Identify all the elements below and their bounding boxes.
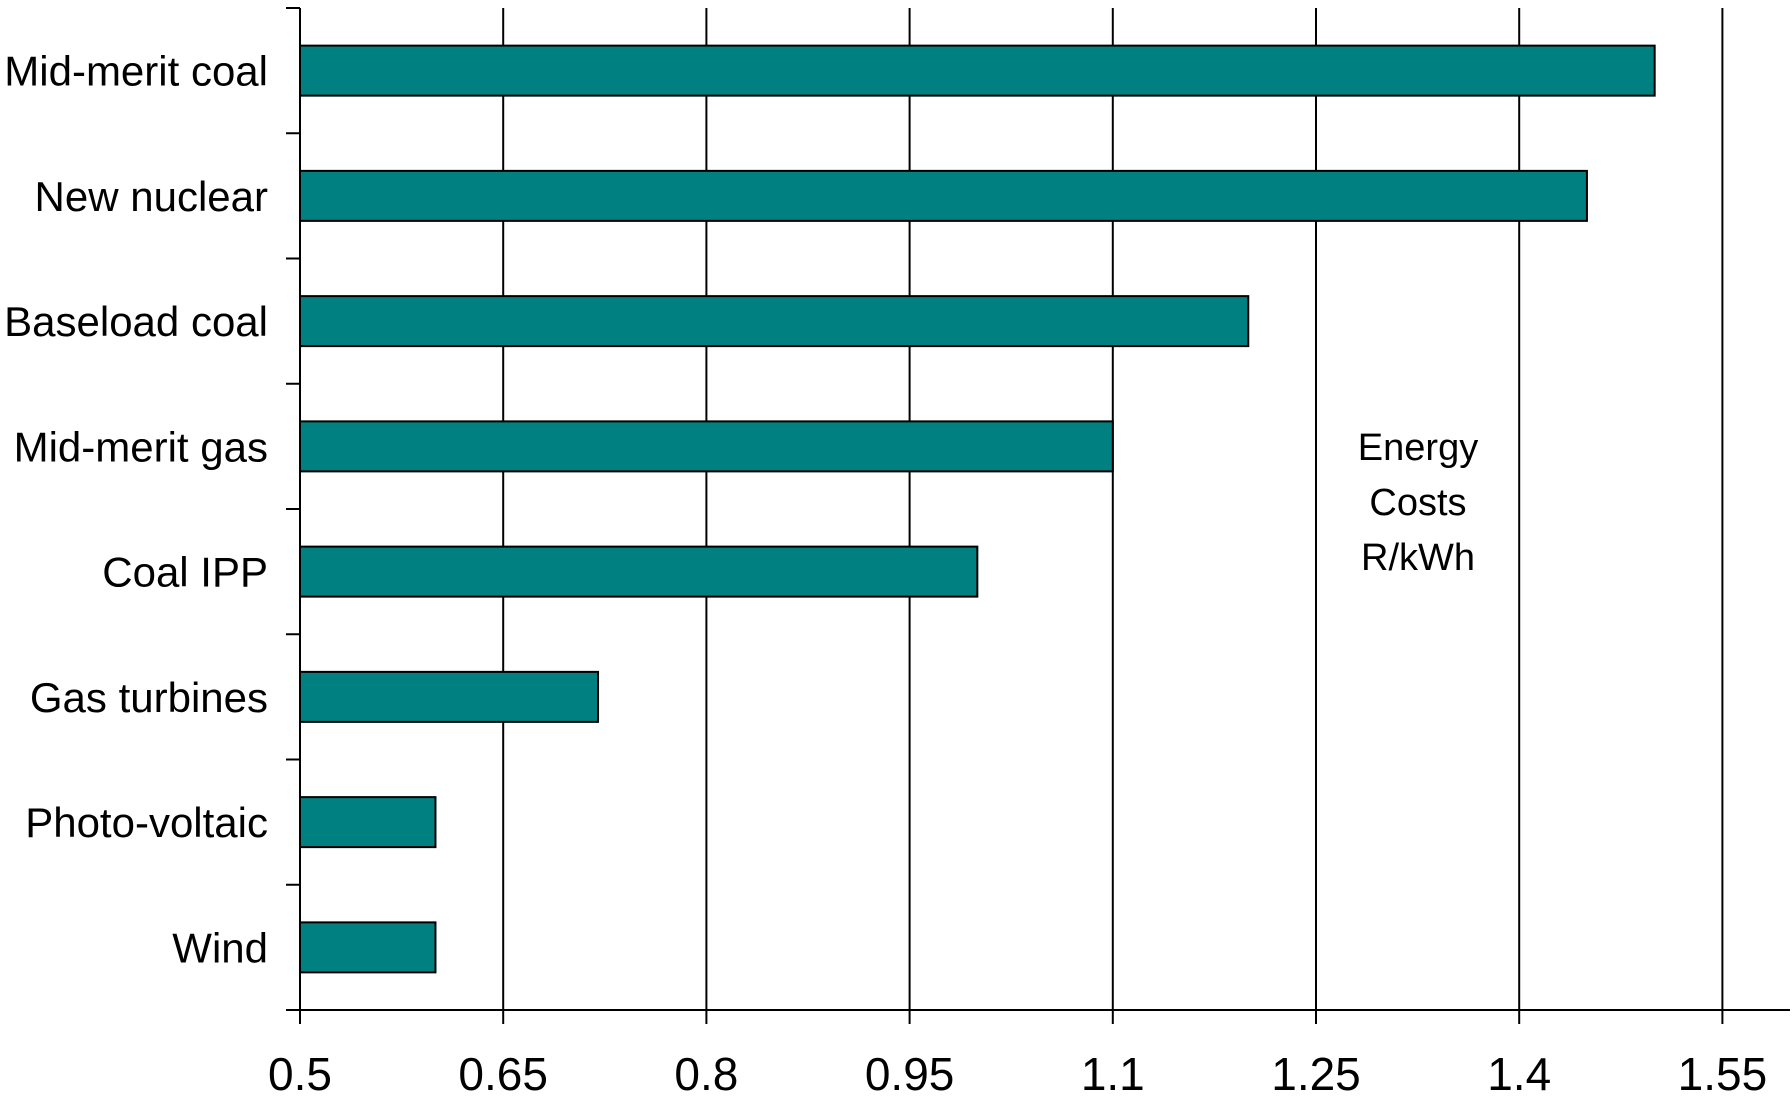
y-category-label: Baseload coal [4,298,268,345]
axes [286,7,1790,1024]
chart-annotation: Energy Costs R/kWh [1358,427,1478,579]
bar [299,295,1250,348]
y-category-label: New nuclear [35,173,268,220]
annotation-line: Costs [1369,482,1466,524]
annotation-line: R/kWh [1361,537,1475,579]
bar [299,44,1656,97]
bar [299,420,1114,473]
gridlines [502,8,1724,1010]
bars [299,44,1656,974]
y-category-label: Mid-merit coal [4,48,268,95]
x-tick-label: 0.65 [458,1048,548,1100]
y-category-label: Mid-merit gas [14,423,268,470]
bar [299,169,1588,222]
labels: 0.5 0.65 0.8 0.95 1.1 1.25 1.4 1.55 Mid-merit co… [4,48,1767,1100]
annotation-line: Energy [1358,427,1478,469]
bar [299,796,437,849]
x-tick-label: 1.25 [1271,1048,1361,1100]
x-tick-label: 1.1 [1081,1048,1145,1100]
y-category-label: Gas turbines [30,674,268,721]
x-tick-label: 0.95 [865,1048,955,1100]
bar [299,670,600,723]
y-category-label: Wind [172,924,268,971]
y-category-label: Coal IPP [102,549,268,596]
y-category-label: Photo-voltaic [25,799,268,846]
x-tick-label: 0.5 [268,1048,332,1100]
bar [299,921,437,974]
x-tick-label: 0.8 [674,1048,738,1100]
x-tick-label: 1.55 [1678,1048,1768,1100]
x-tick-label: 1.4 [1487,1048,1551,1100]
bar [299,545,979,598]
